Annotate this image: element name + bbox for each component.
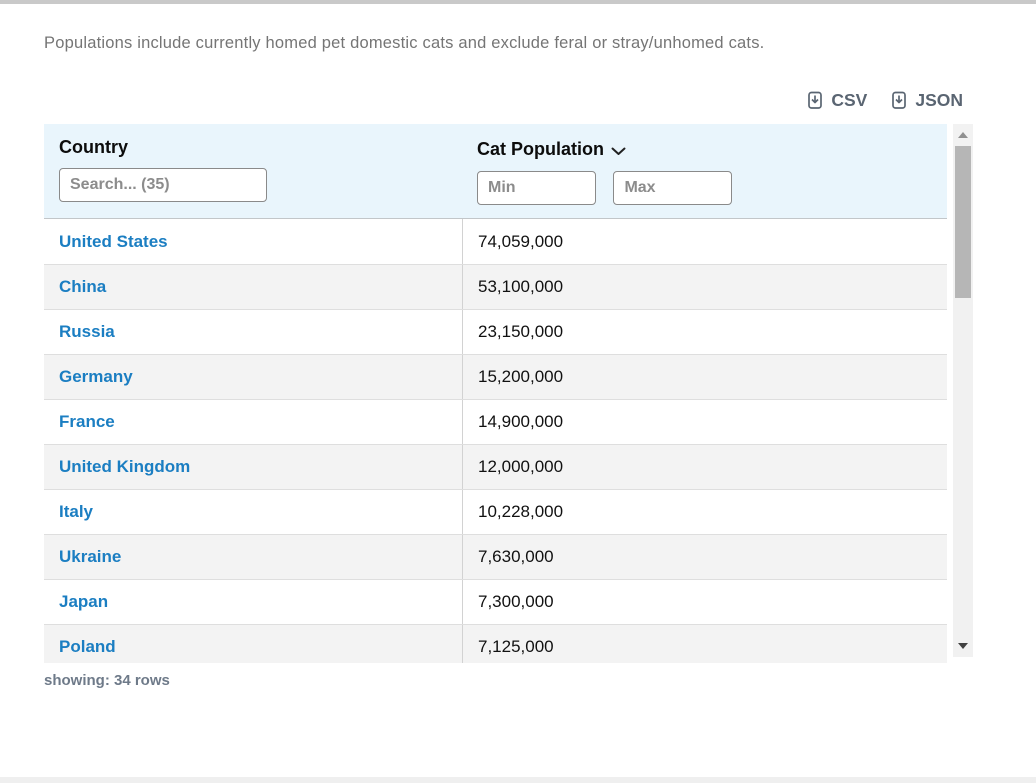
population-cell: 53,100,000 (462, 265, 947, 309)
population-cell: 12,000,000 (462, 445, 947, 489)
column-cat-population: Cat Population (462, 124, 947, 218)
country-link[interactable]: Russia (59, 322, 115, 341)
country-header-label: Country (59, 137, 128, 157)
country-search-input[interactable] (59, 168, 267, 202)
country-cell: Germany (44, 355, 462, 399)
vertical-scrollbar[interactable] (953, 124, 973, 657)
table-row: China 53,100,000 (44, 264, 947, 309)
table-header: Country Cat Population (44, 124, 947, 219)
country-cell: Ukraine (44, 535, 462, 579)
population-cell: 74,059,000 (462, 219, 947, 264)
column-country: Country (44, 124, 462, 218)
table-row: United Kingdom 12,000,000 (44, 444, 947, 489)
population-header-label[interactable]: Cat Population (477, 137, 947, 161)
triangle-down-icon (958, 643, 968, 649)
export-json-label: JSON (915, 90, 963, 110)
table-row: Japan 7,300,000 (44, 579, 947, 624)
country-link[interactable]: France (59, 412, 115, 431)
country-cell: Italy (44, 490, 462, 534)
country-cell: China (44, 265, 462, 309)
country-link[interactable]: Ukraine (59, 547, 122, 566)
country-link[interactable]: Poland (59, 637, 116, 656)
triangle-up-icon (958, 132, 968, 138)
population-cell: 15,200,000 (462, 355, 947, 399)
main-content: Populations include currently homed pet … (0, 34, 973, 689)
country-cell: Russia (44, 310, 462, 354)
export-csv-button[interactable]: CSV (807, 90, 867, 111)
population-max-input[interactable] (613, 171, 733, 205)
country-link[interactable]: China (59, 277, 107, 296)
table-row: Russia 23,150,000 (44, 309, 947, 354)
table-row: Poland 7,125,000 (44, 624, 947, 663)
file-download-icon (891, 91, 908, 110)
country-link[interactable]: Italy (59, 502, 94, 521)
country-link[interactable]: United Kingdom (59, 457, 191, 476)
table-row: Italy 10,228,000 (44, 489, 947, 534)
population-cell: 14,900,000 (462, 400, 947, 444)
population-cell: 10,228,000 (462, 490, 947, 534)
page-bottom-border (0, 777, 1036, 783)
scrollbar-thumb[interactable] (955, 146, 971, 298)
table-row: France 14,900,000 (44, 399, 947, 444)
population-cell: 7,300,000 (462, 580, 947, 624)
population-header-text: Cat Population (477, 138, 604, 159)
country-cell: United Kingdom (44, 445, 462, 489)
scroll-down-button[interactable] (953, 635, 973, 657)
country-cell: Poland (44, 625, 462, 663)
row-count-status: showing: 34 rows (44, 672, 170, 689)
country-link[interactable]: United States (59, 231, 168, 251)
country-link[interactable]: Japan (59, 592, 109, 611)
page-description: Populations include currently homed pet … (44, 34, 765, 52)
country-cell: France (44, 400, 462, 444)
population-cell: 7,125,000 (462, 625, 947, 663)
data-table: Country Cat Population (44, 124, 973, 663)
file-download-icon (807, 91, 824, 110)
population-min-input[interactable] (477, 171, 596, 205)
population-cell: 23,150,000 (462, 310, 947, 354)
country-cell: Japan (44, 580, 462, 624)
table-scroll-area: Country Cat Population (44, 124, 947, 663)
export-csv-label: CSV (831, 90, 868, 110)
export-bar: CSV JSON (44, 90, 963, 111)
page-top-border (0, 0, 1036, 4)
table-row: Germany 15,200,000 (44, 354, 947, 399)
table-body: United States 74,059,000 China 53,100,000 Ru… (44, 219, 947, 663)
country-cell: United States (44, 219, 462, 264)
table-row: Ukraine 7,630,000 (44, 534, 947, 579)
scroll-up-button[interactable] (953, 124, 973, 146)
country-link[interactable]: Germany (59, 367, 133, 386)
export-json-button[interactable]: JSON (891, 90, 963, 111)
chevron-down-icon[interactable] (611, 140, 626, 161)
population-cell: 7,630,000 (462, 535, 947, 579)
table-row: United States 74,059,000 (44, 219, 947, 264)
